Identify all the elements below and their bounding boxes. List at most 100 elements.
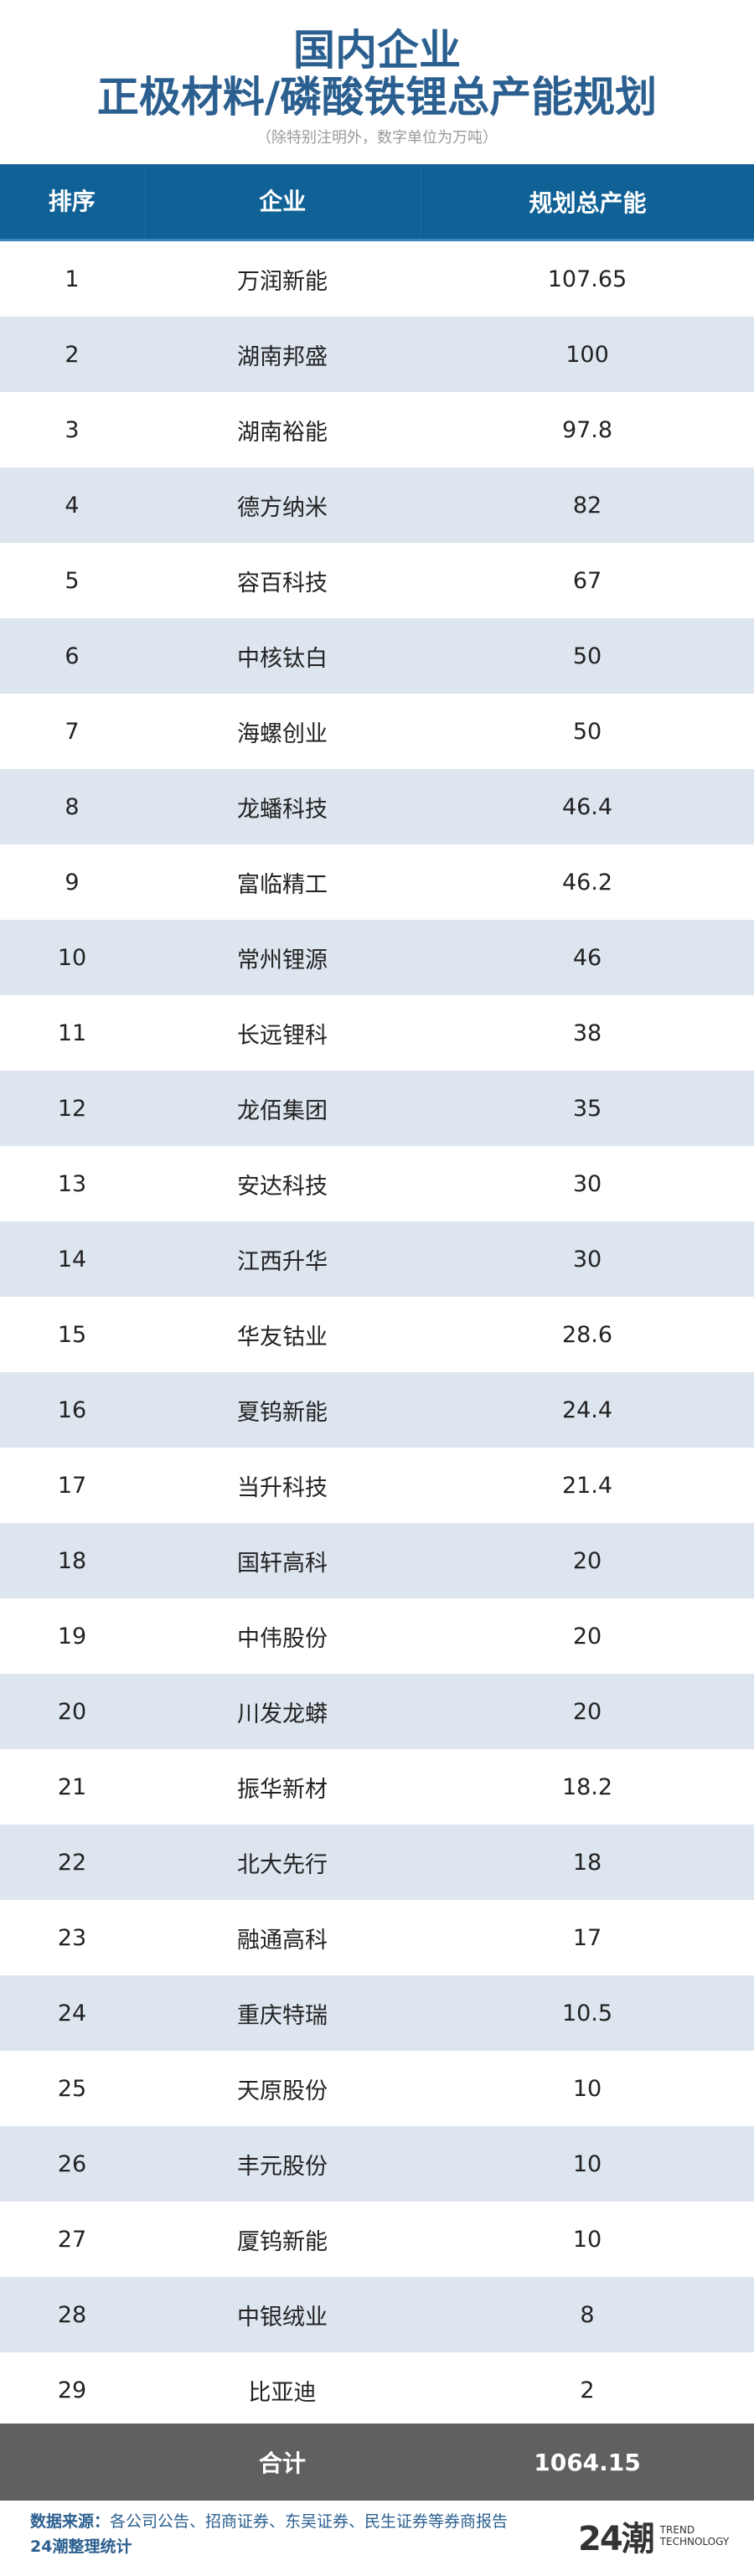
- capacity-cell: 50: [572, 643, 602, 669]
- rank-cell: 29: [57, 2377, 87, 2403]
- rank-cell: 23: [57, 1924, 87, 1951]
- capacity-cell: 97.8: [561, 416, 613, 443]
- table-row: 12 龙佰集团 35: [0, 1071, 754, 1146]
- company-cell: 厦钨新能: [237, 2228, 328, 2255]
- page-title-line1: 国内企业: [293, 26, 461, 75]
- table-row: 1 万润新能 107.65: [0, 241, 754, 317]
- total-row: 合计 1064.15: [0, 2424, 754, 2501]
- capacity-cell: 18.2: [561, 1773, 613, 1800]
- table-row: 7 海螺创业 50: [0, 694, 754, 769]
- company-cell: 龙佰集团: [237, 1097, 328, 1124]
- company-cell: 国轩高科: [237, 1550, 328, 1577]
- rank-cell: 16: [57, 1396, 87, 1423]
- table-row: 20 川发龙蟒 20: [0, 1674, 754, 1749]
- table-row: 17 当升科技 21.4: [0, 1448, 754, 1523]
- company-cell: 丰元股份: [237, 2153, 328, 2180]
- capacity-cell: 46: [572, 944, 602, 971]
- table-row: 6 中核钛白 50: [0, 618, 754, 694]
- company-cell: 振华新材: [237, 1776, 328, 1803]
- company-cell: 重庆特瑞: [237, 2002, 328, 2029]
- capacity-cell: 20: [572, 1547, 602, 1574]
- column-header-capacity: 规划总产能: [529, 188, 647, 217]
- table-row: 14 江西升华 30: [0, 1221, 754, 1297]
- rank-cell: 25: [57, 2075, 87, 2102]
- table-row: 29 比亚迪 2: [0, 2352, 754, 2428]
- rank-cell: 22: [57, 1849, 87, 1876]
- table-row: 4 德方纳米 82: [0, 467, 754, 543]
- capacity-cell: 24.4: [561, 1396, 613, 1423]
- rank-cell: 14: [57, 1246, 87, 1273]
- company-cell: 富临精工: [237, 871, 328, 898]
- table-row: 26 丰元股份 10: [0, 2126, 754, 2202]
- capacity-cell: 8: [580, 2301, 595, 2328]
- rank-cell: 12: [57, 1095, 87, 1122]
- company-cell: 天原股份: [237, 2078, 328, 2104]
- table-row: 9 富临精工 46.2: [0, 844, 754, 920]
- brand-logo: 24潮 TREND TECHNOLOGY: [578, 2511, 729, 2560]
- table-row: 21 振华新材 18.2: [0, 1749, 754, 1825]
- table-row: 5 容百科技 67: [0, 543, 754, 618]
- rank-cell: 5: [65, 567, 80, 594]
- rank-cell: 6: [65, 643, 80, 669]
- capacity-cell: 20: [572, 1698, 602, 1725]
- table-row: 11 长远锂科 38: [0, 995, 754, 1071]
- capacity-cell: 46.4: [561, 793, 613, 820]
- table-row: 16 夏钨新能 24.4: [0, 1372, 754, 1448]
- logo-text: TREND TECHNOLOGY: [660, 2524, 729, 2548]
- company-cell: 中伟股份: [237, 1625, 328, 1652]
- rank-cell: 4: [65, 492, 80, 519]
- unit-note: （除特别注明外，数字单位为万吨）: [256, 129, 498, 147]
- rank-cell: 1: [65, 266, 80, 292]
- capacity-cell: 100: [566, 341, 609, 368]
- company-cell: 安达科技: [237, 1173, 328, 1200]
- rank-cell: 3: [65, 416, 80, 443]
- capacity-cell: 10.5: [561, 2000, 613, 2026]
- company-cell: 融通高科: [237, 1927, 328, 1954]
- logo-line1: TREND: [659, 2524, 695, 2536]
- table-row: 19 中伟股份 20: [0, 1598, 754, 1674]
- company-cell: 海螺创业: [237, 720, 328, 747]
- table-row: 10 常州锂源 46: [0, 920, 754, 995]
- table-row: 18 国轩高科 20: [0, 1523, 754, 1598]
- table-header: 排序 企业 规划总产能: [0, 164, 754, 241]
- company-cell: 中银绒业: [237, 2304, 328, 2331]
- rank-cell: 10: [57, 944, 87, 971]
- company-cell: 中核钛白: [237, 645, 328, 672]
- capacity-cell: 30: [572, 1170, 602, 1197]
- credit-text: 24潮整理统计: [30, 2537, 132, 2556]
- total-value: 1064.15: [534, 2448, 641, 2476]
- footer-source: 数据来源：各公司公告、招商证券、东吴证券、民生证券等券商报告 24潮整理统计: [30, 2509, 508, 2559]
- company-cell: 华友钴业: [237, 1324, 328, 1350]
- capacity-cell: 30: [572, 1246, 602, 1273]
- capacity-cell: 35: [572, 1095, 602, 1122]
- rank-cell: 8: [65, 793, 80, 820]
- capacity-cell: 17: [572, 1924, 602, 1951]
- table-body: 1 万润新能 107.65 2 湖南邦盛 100 3 湖南裕能 97.8 4 德方纳米 82 5 容百科技…: [0, 241, 754, 2428]
- rank-cell: 17: [57, 1472, 87, 1499]
- rank-cell: 2: [65, 341, 80, 368]
- rank-cell: 15: [57, 1321, 87, 1348]
- capacity-cell: 82: [572, 492, 602, 519]
- company-cell: 湖南邦盛: [237, 343, 328, 370]
- company-cell: 容百科技: [237, 570, 328, 596]
- company-cell: 江西升华: [237, 1248, 328, 1275]
- table-row: 13 安达科技 30: [0, 1146, 754, 1221]
- company-cell: 湖南裕能: [237, 419, 328, 446]
- total-label: 合计: [258, 2450, 306, 2477]
- rank-cell: 13: [57, 1170, 87, 1197]
- company-cell: 比亚迪: [248, 2379, 317, 2406]
- company-cell: 当升科技: [237, 1474, 328, 1501]
- company-cell: 万润新能: [237, 268, 328, 295]
- capacity-cell: 50: [572, 718, 602, 745]
- company-cell: 长远锂科: [237, 1022, 328, 1049]
- column-header-rank: 排序: [0, 164, 145, 239]
- company-cell: 夏钨新能: [237, 1399, 328, 1426]
- rank-cell: 24: [57, 2000, 87, 2026]
- rank-cell: 9: [65, 869, 80, 896]
- capacity-cell: 10: [572, 2226, 602, 2253]
- source-label: 数据来源：: [30, 2512, 111, 2531]
- table-row: 28 中银绒业 8: [0, 2277, 754, 2352]
- table-row: 22 北大先行 18: [0, 1825, 754, 1900]
- table-row: 15 华友钴业 28.6: [0, 1297, 754, 1372]
- table-row: 8 龙蟠科技 46.4: [0, 769, 754, 844]
